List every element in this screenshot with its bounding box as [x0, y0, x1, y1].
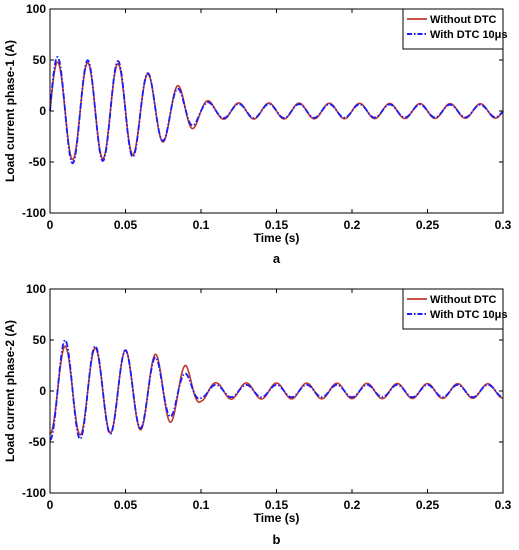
chart-0-x-tick-label: 0.1	[193, 218, 210, 232]
chart-0-legend-label-with-dtc: With DTC 10μs	[430, 29, 508, 41]
chart-0-y-tick-label: 0	[39, 104, 46, 118]
chart-1-y-axis-label: Load current phase-2 (A)	[3, 320, 17, 462]
chart-1-x-axis-label: Time (s)	[254, 511, 300, 525]
chart-panel-a: 0 0.05 0.1 0.15 0.2 0.25 0.3 -100 -50 0 50 100 Time …	[3, 2, 512, 266]
chart-0-y-tick-label: -50	[29, 155, 47, 169]
chart-0-y-axis-label: Load current phase-1 (A)	[3, 40, 17, 182]
chart-0-y-tick-label: 100	[26, 2, 46, 16]
chart-1-series-line-with-dtc	[49, 338, 504, 441]
chart-1-x-tick-label: 0.05	[114, 498, 138, 512]
chart-1-x-tick-label: 0	[47, 498, 54, 512]
chart-0-series-line-with-dtc	[49, 55, 504, 165]
chart-1-x-tick-label: 0.2	[344, 498, 361, 512]
chart-1-x-tick-label: 0.3	[495, 498, 512, 512]
chart-0-x-tick-label: 0.2	[344, 218, 361, 232]
chart-0-legend-label-without-dtc: Without DTC	[430, 14, 497, 26]
chart-1-y-tick-label: 0	[39, 384, 46, 398]
chart-0-panel-label: a	[273, 251, 281, 266]
chart-panel-b: 0 0.05 0.1 0.15 0.2 0.25 0.3 -100 -50 0 50 100 Time …	[3, 282, 512, 547]
chart-0-y-tick-label: 50	[33, 53, 47, 67]
chart-0-x-tick-label: 0.25	[416, 218, 440, 232]
chart-1-legend-box	[402, 288, 504, 330]
chart-0-x-axis-label: Time (s)	[254, 231, 300, 245]
chart-0-legend: Without DTC With DTC 10μs	[402, 8, 508, 50]
chart-0-x-tick-label: 0.15	[265, 218, 289, 232]
chart-1-legend: Without DTC With DTC 10μs	[402, 288, 508, 330]
chart-1-x-tick-label: 0.1	[193, 498, 210, 512]
chart-1-y-tick-label: -100	[22, 486, 46, 500]
chart-1-legend-label-without-dtc: Without DTC	[430, 294, 497, 306]
chart-1-panel-label: b	[273, 532, 281, 547]
chart-1-x-tick-label: 0.15	[265, 498, 289, 512]
chart-0-x-tick-label: 0	[47, 218, 54, 232]
chart-0-x-tick-label: 0.05	[114, 218, 138, 232]
chart-0-legend-box	[402, 8, 504, 50]
chart-0-series-line-without-dtc	[49, 61, 504, 161]
chart-1-y-tick-label: -50	[29, 435, 47, 449]
chart-1-y-tick-label: 100	[26, 282, 46, 296]
chart-1-x-tick-label: 0.25	[416, 498, 440, 512]
chart-0-x-tick-label: 0.3	[495, 218, 512, 232]
chart-0-y-tick-label: -100	[22, 206, 46, 220]
chart-1-y-tick-label: 50	[33, 333, 47, 347]
chart-1-legend-label-with-dtc: With DTC 10μs	[430, 309, 508, 321]
